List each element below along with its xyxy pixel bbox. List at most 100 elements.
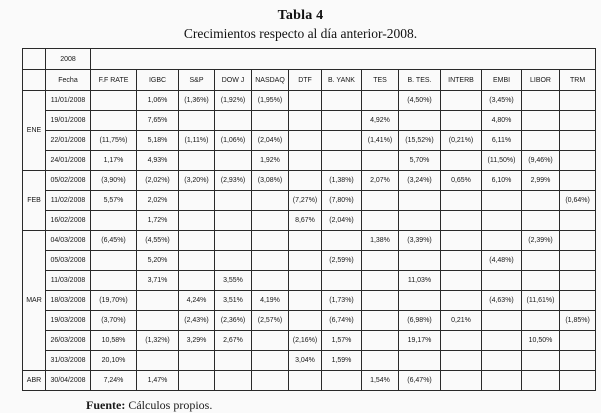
table-row: 24/01/2008 1,17% 4,93% 1,92% 5,70% (11,50%) (9… [23,150,597,171]
value-cell-igbc: 5,20% [136,250,179,271]
source-note: Fuente: Cálculos propios. [86,398,601,413]
date-cell: 18/03/2008 [45,290,91,311]
value-cell-embi [481,190,522,211]
value-cell-tes [361,190,399,211]
value-cell-dow-j: (1,92%) [214,90,252,111]
value-cell-interb [440,250,482,271]
value-cell-tes: 1,54% [361,370,399,391]
date-cell: 16/02/2008 [45,210,91,231]
value-cell-dtf [288,230,322,251]
value-cell-nasdaq: (2,57%) [251,310,289,331]
value-cell-b-tes [398,110,441,131]
year-row-spacer [89,48,597,70]
value-cell-igbc: 5,18% [136,130,179,151]
value-cell-igbc [136,310,179,331]
value-cell-nasdaq [251,330,289,351]
date-cell: 11/02/2008 [45,190,91,211]
value-cell-f-f-rate: 20,10% [90,350,137,371]
value-cell-interb [440,90,482,111]
value-cell-libor [521,210,560,231]
value-cell-f-f-rate: 10,58% [90,330,137,351]
column-header-row: Fecha F.F RATE IGBC S&P DOW J NASDAQ DTF B. YAN… [22,69,597,91]
table-row: 19/01/2008 7,65% 4,92% 4,80% [23,110,597,131]
value-cell-dow-j: 3,51% [214,290,252,311]
value-cell-b-tes: (3,39%) [398,230,441,251]
value-cell-b-yank [321,370,362,391]
value-cell-libor [521,270,560,291]
value-cell-b-tes: 19,17% [398,330,441,351]
value-cell-dtf [288,170,322,191]
value-cell-igbc: 1,06% [136,90,179,111]
value-cell-dow-j [214,250,252,271]
value-cell-s-p: (2,43%) [178,310,215,331]
value-cell-b-tes [398,250,441,271]
date-cell: 04/03/2008 [45,230,91,251]
value-cell-embi: (4,48%) [481,250,522,271]
table-row: 11/02/2008 5,57% 2,02% (7,27%) (7,80%) (0,64%… [23,190,597,211]
value-cell-b-tes [398,290,441,311]
value-cell-f-f-rate [90,110,137,131]
value-cell-dow-j [214,190,252,211]
col-header-igbc: IGBC [136,69,179,91]
value-cell-b-yank [321,130,362,151]
value-cell-dow-j: (2,93%) [214,170,252,191]
table-row: 11/03/2008 3,71% 3,55% 11,03% [23,270,597,291]
value-cell-nasdaq: 4,19% [251,290,289,311]
value-cell-f-f-rate [90,210,137,231]
col-header-libor: LIBOR [521,69,560,91]
col-header-trm: TRM [558,69,597,91]
value-cell-nasdaq [251,190,289,211]
value-cell-igbc: 7,65% [136,110,179,131]
value-cell-b-yank: (6,74%) [321,310,362,331]
month-column-header [22,69,46,91]
table-row: 18/03/2008 (19,70%) 4,24% 3,51% 4,19% (1,73%)… [23,290,597,311]
value-cell-dow-j: 3,55% [214,270,252,291]
value-cell-embi: (4,63%) [481,290,522,311]
value-cell-dtf [288,250,322,271]
value-cell-libor [521,370,560,391]
value-cell-trm [558,210,597,231]
month-label-mar: MAR [22,230,46,371]
value-cell-interb [440,230,482,251]
col-header-dow-j: DOW J [214,69,252,91]
value-cell-libor: 2,99% [521,170,560,191]
value-cell-trm [558,90,597,111]
value-cell-trm [558,110,597,131]
value-cell-nasdaq [251,210,289,231]
table-row: FEB 05/02/2008 (3,90%) (2,02%) (3,20%) (2,93%… [22,170,597,231]
col-header-f-f-rate: F.F RATE [90,69,137,91]
value-cell-f-f-rate: (6,45%) [90,230,137,251]
value-cell-interb: 0,65% [440,170,482,191]
value-cell-libor [521,110,560,131]
value-cell-tes [361,350,399,371]
value-cell-f-f-rate [90,250,137,271]
date-cell: 31/03/2008 [45,350,91,371]
col-header-b-yank: B. YANK [321,69,362,91]
value-cell-b-tes [398,210,441,231]
date-cell: 26/03/2008 [45,330,91,351]
value-cell-interb [440,190,482,211]
value-cell-libor: (11,61%) [521,290,560,311]
value-cell-dtf [288,150,322,171]
value-cell-libor [521,250,560,271]
table-row: 22/01/2008 (11,75%) 5,18% (1,11%) (1,06%) (2,… [23,130,597,151]
value-cell-libor [521,130,560,151]
corner-cell [22,48,46,70]
value-cell-interb: 0,21% [440,310,482,331]
value-cell-interb [440,350,482,371]
date-cell: 05/02/2008 [45,170,91,191]
value-cell-igbc: (2,02%) [136,170,179,191]
year-row: 2008 [22,48,597,70]
value-cell-igbc: 4,93% [136,150,179,171]
value-cell-b-tes: (6,47%) [398,370,441,391]
value-cell-trm: (0,64%) [558,190,597,211]
value-cell-tes [361,90,399,111]
col-header-dtf: DTF [288,69,322,91]
value-cell-f-f-rate: (3,90%) [90,170,137,191]
value-cell-trm [558,350,597,371]
value-cell-dow-j [214,230,252,251]
month-label-ene: ENE [22,90,46,171]
col-header-tes: TES [361,69,399,91]
value-cell-b-yank [321,150,362,171]
